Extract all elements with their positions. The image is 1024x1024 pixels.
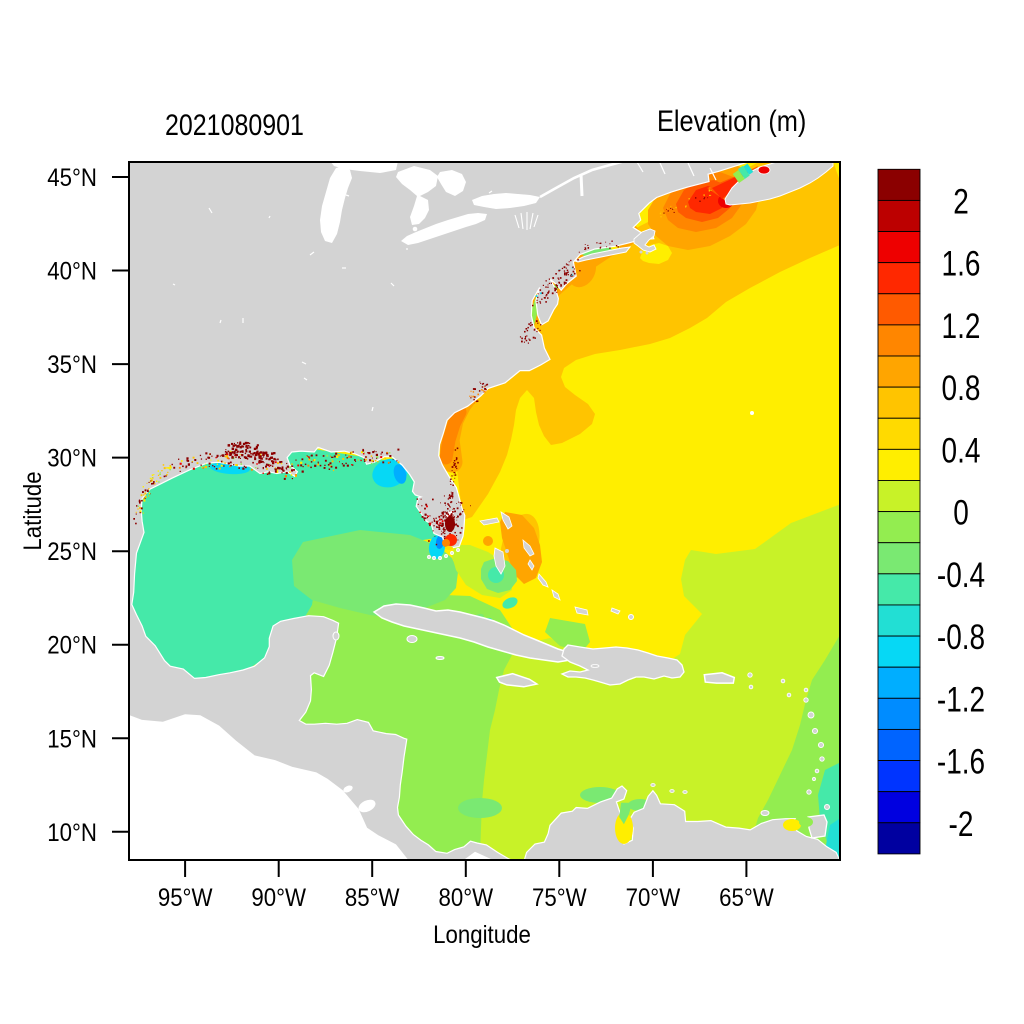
svg-text:Latitude: Latitude (20, 471, 47, 550)
svg-text:-1.6: -1.6 (937, 741, 985, 781)
svg-text:0.8: 0.8 (942, 368, 981, 408)
svg-text:-2: -2 (949, 804, 974, 844)
svg-text:90°W: 90°W (251, 885, 306, 912)
svg-text:-0.4: -0.4 (937, 555, 985, 595)
svg-text:2: 2 (953, 181, 969, 221)
svg-text:15°N: 15°N (47, 726, 97, 753)
svg-text:45°N: 45°N (47, 165, 97, 192)
svg-text:80°W: 80°W (438, 885, 493, 912)
svg-text:25°N: 25°N (47, 539, 97, 566)
svg-text:0: 0 (953, 493, 969, 533)
svg-text:2021080901: 2021080901 (165, 108, 304, 141)
svg-text:40°N: 40°N (47, 258, 97, 285)
svg-text:Longitude: Longitude (433, 922, 531, 949)
svg-text:20°N: 20°N (47, 633, 97, 660)
svg-text:95°W: 95°W (158, 885, 213, 912)
svg-text:Elevation (m): Elevation (m) (657, 104, 806, 137)
svg-text:85°W: 85°W (345, 885, 400, 912)
svg-text:65°W: 65°W (719, 885, 774, 912)
svg-text:75°W: 75°W (532, 885, 587, 912)
svg-text:-1.2: -1.2 (937, 679, 985, 719)
svg-text:1.2: 1.2 (942, 306, 981, 346)
svg-text:0.4: 0.4 (942, 430, 981, 470)
svg-text:1.6: 1.6 (942, 244, 981, 284)
svg-text:35°N: 35°N (47, 352, 97, 379)
svg-text:-0.8: -0.8 (937, 617, 985, 657)
svg-text:10°N: 10°N (47, 820, 97, 847)
svg-text:30°N: 30°N (47, 445, 97, 472)
svg-text:70°W: 70°W (626, 885, 681, 912)
